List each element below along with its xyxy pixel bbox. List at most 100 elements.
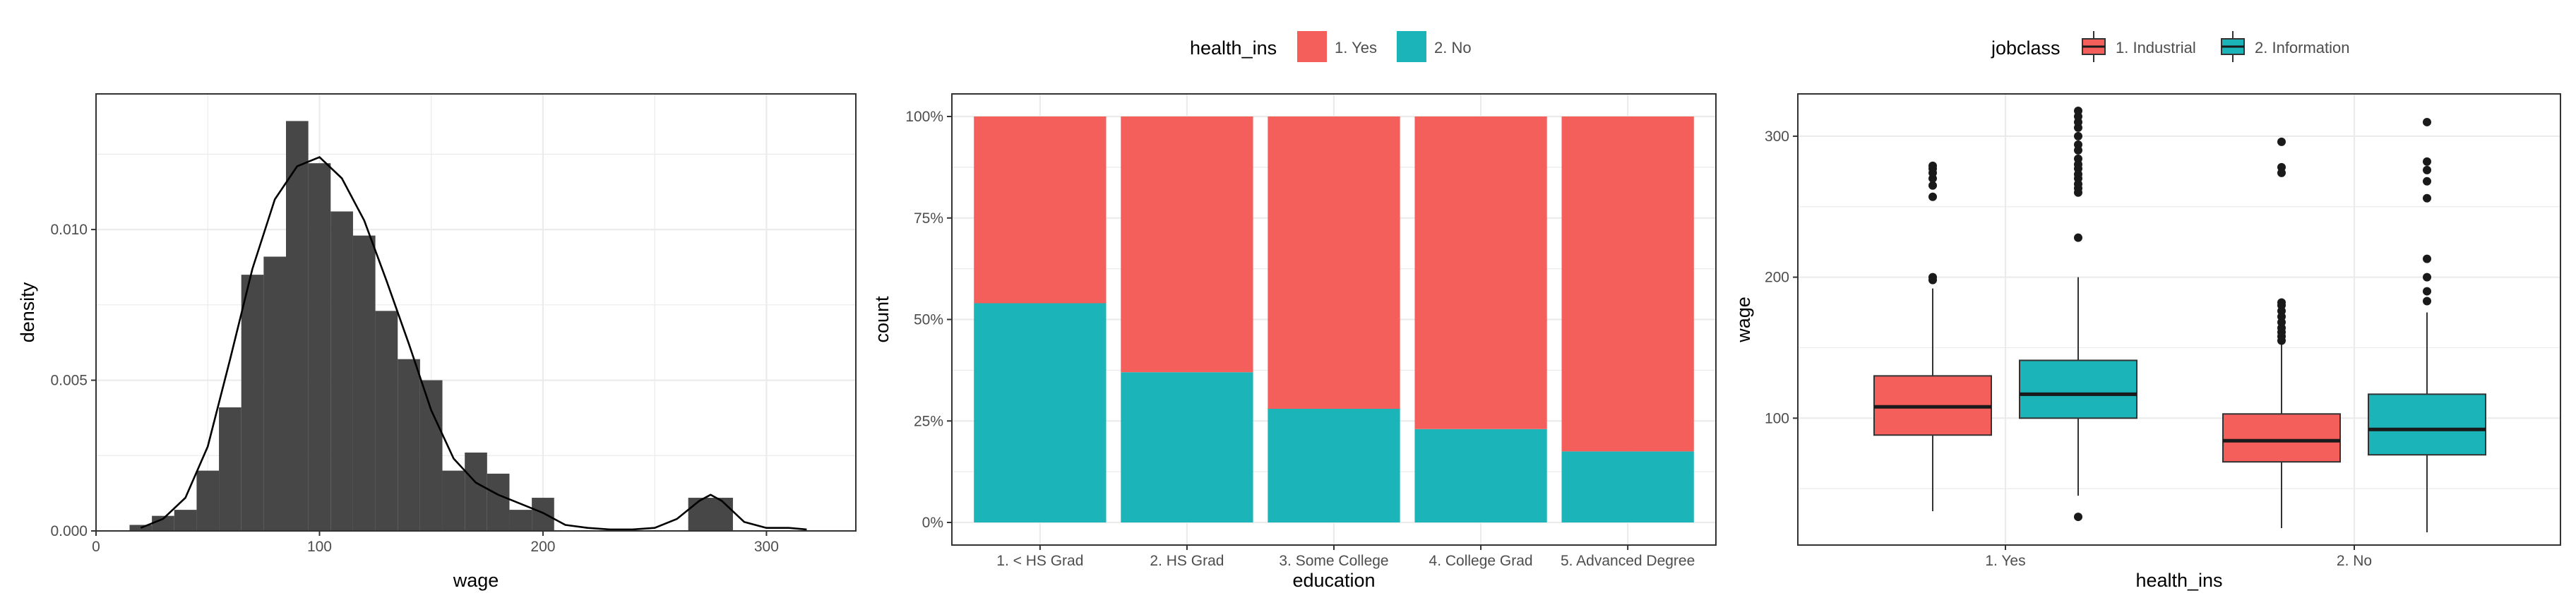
box-outlier-point: [2423, 254, 2431, 263]
box-iqr: [2019, 359, 2137, 419]
bar-y-tick-label: 25%: [914, 413, 943, 429]
bar-segment-no: [974, 303, 1107, 522]
box-panel-background: [1798, 94, 2560, 545]
bar-category-label: 4. College Grad: [1429, 553, 1533, 569]
hist-bar: [263, 256, 286, 531]
box-outlier-point: [2423, 177, 2431, 186]
box-outlier-point: [1928, 273, 1937, 282]
bar-y-tick-label: 0%: [922, 515, 943, 531]
hist-bar: [398, 359, 420, 531]
hist-bar: [152, 515, 174, 531]
box-gridlines-x: [2004, 94, 2356, 545]
box-category-label: 2. No: [2337, 553, 2372, 569]
box-category-label: 1. Yes: [1985, 553, 2025, 569]
box-outlier-point: [2423, 165, 2431, 174]
bar-y-tick-label: 75%: [914, 210, 943, 227]
hist-y-tick-label: 0.000: [50, 523, 88, 539]
box-panel-border: [1797, 93, 2561, 546]
hist-x-tick-label: 300: [754, 539, 779, 555]
box-outlier-point: [2423, 273, 2431, 282]
bar-category-label: 3. Some College: [1279, 553, 1388, 569]
hist-bar: [129, 525, 153, 531]
legend-label: 1. Industrial: [2116, 39, 2196, 56]
hist-bar: [419, 380, 443, 531]
bar-category-label: 1. < HS Grad: [996, 553, 1083, 569]
box-outlier-point: [2074, 106, 2082, 115]
box-iqr: [2222, 413, 2341, 463]
bar-segment-yes: [1268, 116, 1400, 409]
bar-segment-yes: [1414, 116, 1547, 429]
hist-bar: [219, 407, 242, 531]
hist-x-tick-label: 100: [307, 539, 332, 555]
density-curve-line: [140, 156, 807, 531]
hist-y-axis-title: density: [17, 282, 38, 342]
box-outlier-point: [1928, 161, 1937, 170]
hist-panel-border: [95, 93, 857, 532]
box-outlier-point: [1928, 181, 1937, 190]
box-outlier-point: [2074, 140, 2082, 149]
stacked-bars: [974, 116, 1694, 522]
box-outlier-point: [2074, 233, 2082, 242]
box-x-axis-title: health_ins: [2135, 570, 2222, 591]
bar-y-tick-label: 100%: [905, 109, 943, 125]
health-ins-legend: health_ins 1. Yes 2. No: [1190, 31, 1472, 62]
bar-y-tick-label: 50%: [914, 312, 943, 328]
hist-bar: [196, 470, 220, 531]
bar-segment-yes: [1561, 116, 1694, 452]
box-outlier-point: [2423, 117, 2431, 126]
bar-segment-no: [1414, 429, 1547, 522]
box-outlier-point: [2423, 297, 2431, 306]
hist-bar: [532, 498, 554, 531]
hist-bar: [442, 470, 465, 531]
box-outlier-point: [2277, 137, 2286, 146]
hist-bar: [487, 473, 510, 531]
bar-segment-yes: [974, 116, 1107, 304]
legend-key-no: [1397, 31, 1426, 62]
bar-category-label: 2. HS Grad: [1150, 553, 1224, 569]
box-y-tick-label: 100: [1765, 410, 1789, 426]
legend-label: 1. Yes: [1335, 39, 1377, 56]
hist-bar: [509, 510, 532, 531]
hist-y-tick-label: 0.005: [50, 373, 88, 389]
hist-x-axis-title: wage: [453, 570, 499, 591]
legend-label: 2. No: [1434, 39, 1472, 56]
boxplot-series-industrial: [1873, 137, 2341, 529]
legend-title: health_ins: [1190, 37, 1277, 59]
hist-bar: [688, 498, 733, 531]
bar-segment-yes: [1121, 116, 1253, 373]
box-outlier-point: [2074, 154, 2082, 163]
legend-key-yes: [1297, 31, 1327, 62]
bar-y-axis-title: count: [871, 296, 893, 343]
hist-bar: [286, 121, 309, 532]
hist-bars: [129, 121, 733, 532]
box-outlier-point: [2074, 131, 2082, 140]
hist-bar: [375, 311, 398, 531]
bar-segment-no: [1268, 409, 1400, 522]
bar-segment-no: [1121, 372, 1253, 522]
hist-bar: [465, 453, 487, 531]
jobclass-legend: jobclass 1. Industrial 2. Information: [1991, 31, 2350, 62]
box-outlier-point: [2423, 193, 2431, 203]
hist-bar: [330, 211, 353, 531]
box-iqr: [2368, 393, 2486, 456]
box-outlier-point: [2423, 157, 2431, 166]
bar-category-label: 5. Advanced Degree: [1561, 553, 1695, 569]
box-y-tick-label: 300: [1765, 128, 1789, 145]
box-outlier-point: [2074, 513, 2082, 522]
hist-bar: [308, 163, 331, 531]
hist-x-tick-label: 200: [530, 539, 555, 555]
hist-bar: [241, 275, 264, 531]
boxplot-series-information: [2019, 106, 2486, 533]
hist-bar: [174, 510, 197, 531]
bar-segment-no: [1561, 451, 1694, 522]
box-y-tick-label: 200: [1765, 270, 1789, 286]
box-y-axis-title: wage: [1733, 297, 1754, 343]
hist-y-tick-label: 0.010: [50, 222, 88, 238]
legend-title: jobclass: [1991, 37, 2061, 59]
box-outlier-point: [1928, 192, 1937, 201]
hist-x-tick-label: 0: [92, 539, 100, 555]
box-outlier-point: [2277, 162, 2286, 172]
hist-bar: [352, 235, 376, 531]
